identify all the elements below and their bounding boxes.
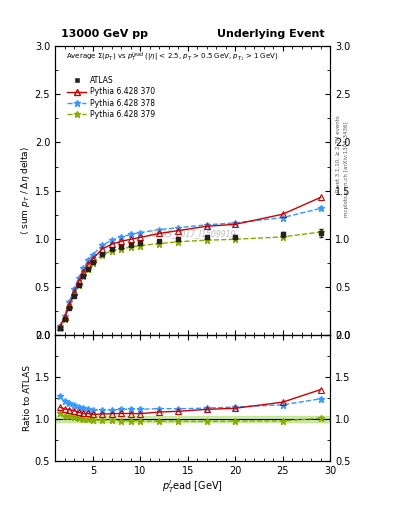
Y-axis label: $\langle$ sum $p_T$ / $\Delta\eta$ delta$\rangle$: $\langle$ sum $p_T$ / $\Delta\eta$ delta… [19, 146, 32, 235]
Text: 13000 GeV pp: 13000 GeV pp [61, 29, 147, 39]
Text: Rivet 3.1.10, ≥ 2.7M events: Rivet 3.1.10, ≥ 2.7M events [336, 115, 341, 192]
Text: Average $\Sigma(p_T)$ vs $p_T^{lead}$ ($|\eta|$ < 2.5, $p_T$ > 0.5 GeV, $p_{T_1}: Average $\Sigma(p_T)$ vs $p_T^{lead}$ ($… [66, 50, 279, 64]
Y-axis label: Ratio to ATLAS: Ratio to ATLAS [23, 365, 32, 431]
Bar [55, 416, 330, 422]
Text: ATLAS_2017_I1509919: ATLAS_2017_I1509919 [149, 229, 236, 239]
Text: Underlying Event: Underlying Event [217, 29, 325, 39]
Legend: ATLAS, Pythia 6.428 370, Pythia 6.428 378, Pythia 6.428 379: ATLAS, Pythia 6.428 370, Pythia 6.428 37… [64, 73, 158, 122]
X-axis label: $p_T^l$ead [GeV]: $p_T^l$ead [GeV] [162, 478, 223, 495]
Text: mcplots.cern.ch [arXiv:1306.3436]: mcplots.cern.ch [arXiv:1306.3436] [344, 121, 349, 217]
